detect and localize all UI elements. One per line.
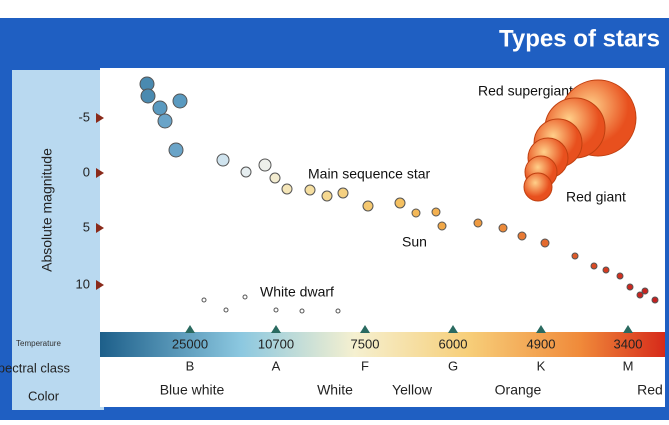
giant-star <box>524 173 552 201</box>
star <box>153 101 167 115</box>
star <box>572 253 578 259</box>
color-name: Red <box>637 382 663 398</box>
y-tick-label: 10 <box>76 276 90 291</box>
temperature: 3400 <box>614 336 643 351</box>
temperature: 10700 <box>258 336 294 351</box>
y-tick-label: 0 <box>83 164 90 179</box>
star <box>432 208 440 216</box>
temperature: 7500 <box>351 336 380 351</box>
spectral-class: K <box>537 358 546 373</box>
star <box>217 154 229 166</box>
title: Types of stars <box>499 25 660 52</box>
color-name: Orange <box>495 382 542 398</box>
temperature: 25000 <box>172 336 208 351</box>
star <box>243 295 247 299</box>
star <box>627 284 633 290</box>
color-name: Blue white <box>160 382 225 398</box>
star <box>338 188 348 198</box>
star <box>322 191 332 201</box>
star <box>652 297 658 303</box>
spectral-class: B <box>186 358 195 373</box>
star <box>274 308 278 312</box>
star <box>474 219 482 227</box>
star <box>591 263 597 269</box>
left-panel <box>12 70 104 410</box>
star <box>603 267 609 273</box>
spectral-class: M <box>623 358 634 373</box>
star <box>300 309 304 313</box>
star <box>438 222 446 230</box>
color-label: Color <box>28 388 60 403</box>
star <box>395 198 405 208</box>
star <box>541 239 549 247</box>
star <box>259 159 271 171</box>
star <box>412 209 420 217</box>
color-name: Yellow <box>392 382 433 398</box>
star <box>336 309 340 313</box>
star <box>169 143 183 157</box>
spectral-class: G <box>448 358 458 373</box>
temperature-label: Temperature <box>16 339 61 348</box>
star <box>282 184 292 194</box>
axis-label: Absolute magnitude <box>39 148 55 272</box>
supergiant-label: Red supergiant <box>478 83 573 99</box>
y-tick-label: 5 <box>83 219 90 234</box>
star <box>173 94 187 108</box>
giant-label: Red giant <box>566 189 626 205</box>
y-tick-label: -5 <box>78 109 90 124</box>
star <box>499 224 507 232</box>
star <box>305 185 315 195</box>
sun-label: Sun <box>402 234 427 250</box>
star <box>141 89 155 103</box>
temperature: 4900 <box>527 336 556 351</box>
temperature: 6000 <box>439 336 468 351</box>
hr-diagram: Types of stars Absolute magnitude Temper… <box>0 0 669 420</box>
color-name: White <box>317 382 353 398</box>
star <box>270 173 280 183</box>
star <box>158 114 172 128</box>
star <box>202 298 206 302</box>
white-dwarf-label: White dwarf <box>260 284 334 300</box>
star <box>224 308 228 312</box>
spectral-label: Spectral class <box>0 360 70 375</box>
star <box>637 292 643 298</box>
main-sequence-label: Main sequence star <box>308 166 431 182</box>
star <box>241 167 251 177</box>
star <box>363 201 373 211</box>
spectral-class: F <box>361 358 369 373</box>
star <box>518 232 526 240</box>
spectral-class: A <box>272 358 281 373</box>
star <box>617 273 623 279</box>
